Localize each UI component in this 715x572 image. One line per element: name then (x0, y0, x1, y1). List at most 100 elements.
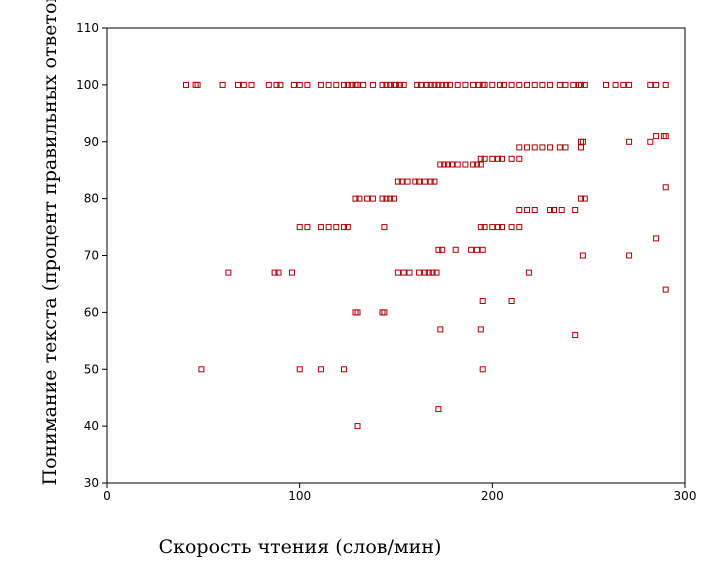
y-tick-label: 30 (84, 476, 99, 490)
y-tick-label: 40 (84, 419, 99, 433)
data-point (477, 326, 484, 333)
data-point (578, 144, 584, 151)
data-point (240, 81, 247, 88)
data-point (547, 207, 554, 213)
data-point (435, 246, 442, 253)
data-point (427, 178, 434, 185)
data-point (508, 224, 515, 231)
data-point (379, 309, 386, 316)
data-point (489, 155, 496, 162)
data-point (516, 144, 523, 151)
data-point (578, 195, 584, 202)
data-point (547, 144, 554, 151)
data-point (660, 133, 667, 140)
data-point (383, 81, 390, 88)
data-point (470, 161, 477, 168)
y-tick-label: 60 (84, 305, 99, 319)
x-axis: 0 100 200 300 (103, 483, 696, 503)
data-point (404, 178, 411, 185)
data-point (427, 81, 434, 88)
data-point (431, 81, 438, 88)
data-point (653, 81, 660, 88)
data-point (364, 195, 371, 202)
data-point (653, 133, 660, 140)
data-point (333, 81, 340, 88)
data-point (341, 81, 347, 88)
data-point (572, 332, 579, 339)
data-point (437, 326, 444, 333)
data-point (296, 224, 303, 231)
data-point (225, 269, 232, 276)
data-point (433, 269, 440, 276)
data-point (581, 81, 588, 88)
data-point (662, 286, 669, 293)
data-point (603, 81, 609, 88)
data-point (325, 81, 332, 88)
data-point (508, 155, 515, 162)
data-point (489, 81, 496, 88)
data-point (393, 81, 399, 88)
y-tick-label: 70 (84, 249, 99, 263)
data-point (416, 269, 423, 276)
data-point (516, 155, 523, 162)
data-point (341, 224, 347, 231)
data-point (271, 269, 278, 276)
data-point (647, 81, 654, 88)
data-point (489, 224, 496, 231)
data-point (198, 366, 205, 373)
data-point (273, 81, 280, 88)
data-point (296, 81, 303, 88)
x-axis-title: Скорость чтения (слов/мин) (159, 536, 442, 558)
x-tick-label: 100 (288, 489, 311, 503)
data-point (558, 207, 565, 213)
data-point (572, 207, 579, 213)
data-point (479, 366, 486, 373)
y-tick-label: 50 (84, 362, 99, 376)
data-point (524, 207, 530, 213)
data-point (662, 184, 669, 191)
data-point (400, 81, 407, 88)
data-point (439, 81, 446, 88)
data-point (437, 161, 444, 168)
x-tick-label: 0 (103, 489, 111, 503)
data-point (579, 138, 586, 145)
data-point (381, 309, 388, 316)
data-point (416, 178, 423, 185)
data-point (525, 269, 532, 276)
data-point (516, 224, 523, 231)
data-point (516, 207, 523, 213)
data-point (333, 224, 340, 231)
y-axis: 30 40 50 60 70 80 90 100 110 (76, 21, 107, 490)
data-point (495, 224, 502, 231)
data-point (479, 298, 486, 304)
data-point (383, 195, 390, 202)
data-point (304, 224, 311, 231)
y-tick-label: 80 (84, 192, 99, 206)
data-point (647, 138, 654, 145)
data-point (379, 81, 386, 88)
data-point (429, 269, 436, 276)
data-point (435, 81, 442, 88)
data-point (612, 81, 619, 88)
data-point (425, 269, 432, 276)
data-point (354, 309, 361, 316)
data-point (354, 423, 361, 430)
data-point (394, 269, 401, 276)
data-point (435, 406, 442, 413)
data-point (547, 81, 554, 88)
data-point (348, 81, 355, 88)
data-point (475, 81, 482, 88)
data-point (662, 81, 669, 88)
data-point (317, 81, 324, 88)
y-tick-label: 100 (76, 78, 99, 92)
data-point (344, 224, 351, 231)
data-point (562, 81, 569, 88)
data-point (578, 81, 584, 88)
data-point (304, 81, 311, 88)
data-point (439, 246, 446, 253)
data-point (581, 195, 588, 202)
data-point (454, 161, 461, 168)
data-point (508, 81, 515, 88)
data-points (183, 81, 669, 430)
data-point (235, 81, 241, 88)
